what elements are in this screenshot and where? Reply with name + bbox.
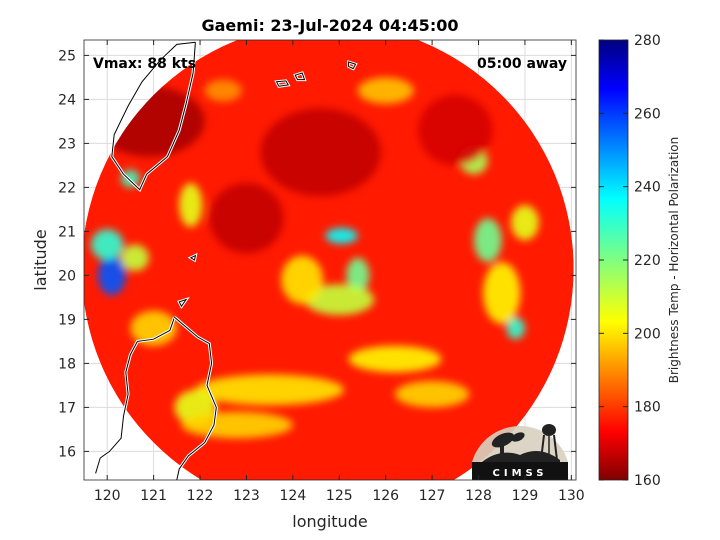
island-0 xyxy=(189,254,197,261)
feature-16 xyxy=(181,411,293,439)
coastlines xyxy=(94,40,358,480)
colorbar-tick-label-6: 280 xyxy=(634,33,661,49)
feature-2 xyxy=(304,284,375,315)
x-tick-label-2: 122 xyxy=(187,488,214,504)
feature-23 xyxy=(260,108,382,197)
convective-features xyxy=(90,77,539,439)
x-tick-label-9: 129 xyxy=(512,488,539,504)
feature-19 xyxy=(357,77,414,104)
x-tick-label-7: 127 xyxy=(419,488,446,504)
colorbar-tick-label-3: 220 xyxy=(634,253,661,269)
coastline-0 xyxy=(111,41,196,191)
feature-1 xyxy=(346,257,370,293)
feature-18 xyxy=(121,244,149,271)
x-tick-label-3: 123 xyxy=(233,488,260,504)
cimss-logo-text: CIMSS xyxy=(493,468,548,479)
feature-3 xyxy=(281,255,324,304)
x-tick-label-1: 121 xyxy=(140,488,167,504)
colorbar-tick-label-2: 200 xyxy=(634,326,661,342)
time-offset-label: 05:00 away xyxy=(477,56,567,72)
colorbar-ticks: 160 180 200 220 240 260 280 xyxy=(599,33,661,489)
y-tick-label-3: 19 xyxy=(58,312,76,328)
vmax-label: Vmax: 88 kts xyxy=(93,56,196,72)
satellite-dish-icon xyxy=(491,432,525,456)
chart-title: Gaemi: 23-Jul-2024 04:45:00 xyxy=(202,16,459,35)
water-tower-icon xyxy=(540,424,558,461)
cimss-logo: CIMSS xyxy=(472,424,568,480)
y-tick-label-0: 16 xyxy=(58,444,76,460)
feature-7 xyxy=(473,218,502,263)
feature-4 xyxy=(97,255,126,296)
feature-5 xyxy=(90,229,124,260)
colorbar-label: Brightness Temp - Horizontal Polarizatio… xyxy=(667,137,681,384)
feature-0 xyxy=(325,227,358,244)
colorbar-tick-label-0: 160 xyxy=(634,473,661,489)
feature-20 xyxy=(204,79,242,102)
y-tick-label-5: 21 xyxy=(58,224,76,240)
x-axis-label: longitude xyxy=(292,512,367,531)
y-tick-label-6: 22 xyxy=(58,180,76,196)
colorbar-tick-label-1: 180 xyxy=(634,400,661,416)
feature-14 xyxy=(394,381,470,408)
y-tick-label-1: 17 xyxy=(58,400,76,416)
coastline-2 xyxy=(174,316,217,480)
x-axis: 120 121 122 123 124 125 126 127 128 129 130 xyxy=(94,40,585,504)
y-tick-label-4: 20 xyxy=(58,268,76,284)
feature-24 xyxy=(418,95,493,166)
y-tick-label-7: 23 xyxy=(58,136,76,152)
feature-25 xyxy=(209,183,284,254)
feature-10 xyxy=(179,183,203,227)
coastline-1 xyxy=(95,317,175,474)
feature-21 xyxy=(511,205,539,241)
island-3 xyxy=(294,72,306,81)
y-tick-label-8: 24 xyxy=(58,92,76,108)
y-tick-label-9: 25 xyxy=(58,48,76,64)
plot-frame xyxy=(83,39,577,481)
x-tick-label-0: 120 xyxy=(94,488,121,504)
y-axis-label: latitude xyxy=(31,229,50,290)
x-tick-label-6: 126 xyxy=(372,488,399,504)
x-tick-label-4: 124 xyxy=(280,488,307,504)
island-1 xyxy=(178,298,188,308)
island-2 xyxy=(275,80,290,87)
y-tick-label-2: 18 xyxy=(58,356,76,372)
feature-15 xyxy=(483,262,521,324)
y-axis: 16 17 18 19 20 21 22 23 24 25 xyxy=(58,48,576,460)
feature-6 xyxy=(121,169,140,188)
x-tick-label-8: 128 xyxy=(465,488,492,504)
colorbar-tick-label-5: 260 xyxy=(634,106,661,122)
feature-13 xyxy=(348,345,442,373)
island-4 xyxy=(348,61,357,70)
x-tick-label-5: 125 xyxy=(326,488,353,504)
feature-8 xyxy=(506,317,525,340)
x-tick-label-10: 130 xyxy=(558,488,585,504)
feature-17 xyxy=(130,310,177,346)
brightness-temperature-swath xyxy=(84,40,574,480)
feature-11 xyxy=(195,374,344,406)
colorbar-tick-label-4: 240 xyxy=(634,180,661,196)
